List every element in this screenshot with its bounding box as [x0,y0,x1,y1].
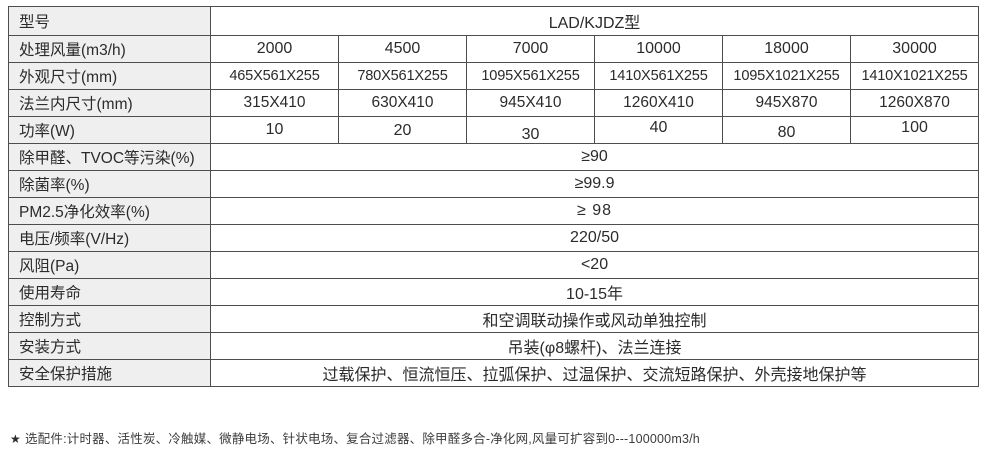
power-cell: 20 [338,116,467,144]
row-label-sterilization: 除菌率(%) [8,170,211,198]
row-label-model: 型号 [8,6,211,36]
power-cell: 80 [722,116,851,144]
formaldehyde-value: ≥90 [209,143,980,171]
row-label-voltage: 电压/频率(V/Hz) [8,224,211,252]
row-label-safety: 安全保护措施 [8,359,211,387]
model-value: LAD/KJDZ型 [209,6,980,36]
table-row-lifespan: 使用寿命 10-15年 [8,278,980,306]
row-label-dimensions: 外观尺寸(mm) [8,62,211,90]
row-label-resistance: 风阻(Pa) [8,251,211,279]
flange-cell: 1260X410 [594,89,723,117]
airflow-cell: 30000 [849,35,980,63]
safety-value: 过载保护、恒流恒压、拉弧保护、过温保护、交流短路保护、外壳接地保护等 [209,359,980,387]
row-label-installation: 安装方式 [8,332,211,360]
dimensions-cell: 1410X561X255 [594,62,723,90]
row-label-airflow: 处理风量(m3/h) [8,35,211,63]
table-row-sterilization: 除菌率(%) ≥99.9 [8,170,980,198]
pm25-value: ≥ 98 [209,197,980,225]
dimensions-cell: 465X561X255 [210,62,339,90]
table-row-voltage: 电压/频率(V/Hz) 220/50 [8,224,980,252]
footnote: ★ 选配件:计时器、活性炭、冷触媒、微静电场、针状电场、复合过滤器、除甲醛多合-净… [10,428,700,447]
row-label-pm25: PM2.5净化效率(%) [8,197,211,225]
row-label-control: 控制方式 [8,305,211,333]
flange-cell: 1260X870 [849,89,980,117]
installation-value: 吊装(φ8螺杆)、法兰连接 [209,332,980,360]
power-value: 10 [265,121,284,138]
lifespan-value: 10-15年 [209,278,980,306]
table-row-airflow: 处理风量(m3/h) 2000 4500 7000 10000 18000 30… [8,35,980,63]
airflow-cell: 18000 [722,35,851,63]
row-label-lifespan: 使用寿命 [8,278,211,306]
flange-cell: 630X410 [338,89,467,117]
star-icon: ★ [10,432,21,446]
resistance-value: <20 [209,251,980,279]
dimensions-cell: 780X561X255 [338,62,467,90]
table-row-pm25: PM2.5净化效率(%) ≥ 98 [8,197,980,225]
power-value: 100 [901,119,928,136]
spec-table: 型号 LAD/KJDZ型 处理风量(m3/h) 2000 4500 7000 1… [8,6,980,387]
dimensions-cell: 1095X561X255 [466,62,595,90]
table-row-installation: 安装方式 吊装(φ8螺杆)、法兰连接 [8,332,980,360]
power-value: 20 [393,122,412,139]
row-label-formaldehyde: 除甲醛、TVOC等污染(%) [8,143,211,171]
power-cell: 100 [849,116,980,144]
table-row-safety: 安全保护措施 过载保护、恒流恒压、拉弧保护、过温保护、交流短路保护、外壳接地保护… [8,359,980,387]
control-value: 和空调联动操作或风动单独控制 [209,305,980,333]
table-row-flange: 法兰内尺寸(mm) 315X410 630X410 945X410 1260X4… [8,89,980,117]
table-row-formaldehyde: 除甲醛、TVOC等污染(%) ≥90 [8,143,980,171]
flange-cell: 945X870 [722,89,851,117]
table-row-dimensions: 外观尺寸(mm) 465X561X255 780X561X255 1095X56… [8,62,980,90]
sterilization-value: ≥99.9 [209,170,980,198]
footnote-text: 选配件:计时器、活性炭、冷触媒、微静电场、针状电场、复合过滤器、除甲醛多合-净化… [24,432,700,446]
dimensions-cell: 1095X1021X255 [722,62,851,90]
row-label-flange: 法兰内尺寸(mm) [8,89,211,117]
power-value: 30 [521,126,540,143]
airflow-cell: 10000 [594,35,723,63]
table-row-control: 控制方式 和空调联动操作或风动单独控制 [8,305,980,333]
power-cell: 30 [466,116,595,144]
power-cell: 40 [594,116,723,144]
flange-cell: 945X410 [466,89,595,117]
power-value: 80 [777,124,796,141]
voltage-value: 220/50 [209,224,980,252]
airflow-cell: 2000 [210,35,339,63]
airflow-cell: 4500 [338,35,467,63]
power-cell: 10 [210,116,339,144]
table-row-resistance: 风阻(Pa) <20 [8,251,980,279]
table-row-power: 功率(W) 10 20 30 40 80 100 [8,116,980,144]
flange-cell: 315X410 [210,89,339,117]
airflow-cell: 7000 [466,35,595,63]
table-row-model: 型号 LAD/KJDZ型 [8,6,980,36]
row-label-power: 功率(W) [8,116,211,144]
dimensions-cell: 1410X1021X255 [849,62,980,90]
power-value: 40 [649,119,668,136]
